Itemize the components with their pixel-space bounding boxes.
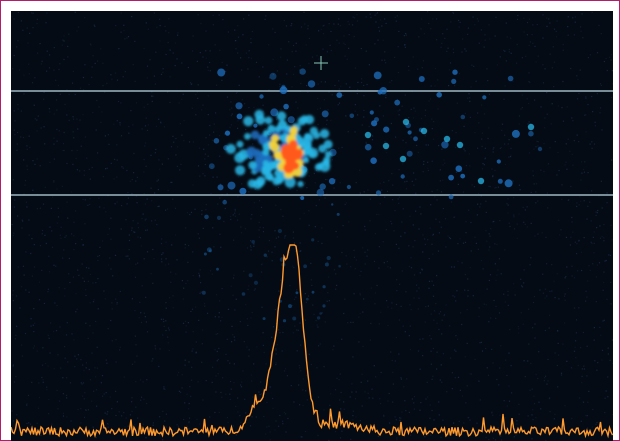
detector-image bbox=[11, 11, 613, 441]
crosshair-icon bbox=[314, 56, 328, 70]
image-background bbox=[11, 11, 613, 441]
detector-image-canvas bbox=[11, 11, 613, 441]
hotspot-cluster bbox=[225, 109, 333, 190]
intensity-profile-line bbox=[11, 244, 613, 439]
